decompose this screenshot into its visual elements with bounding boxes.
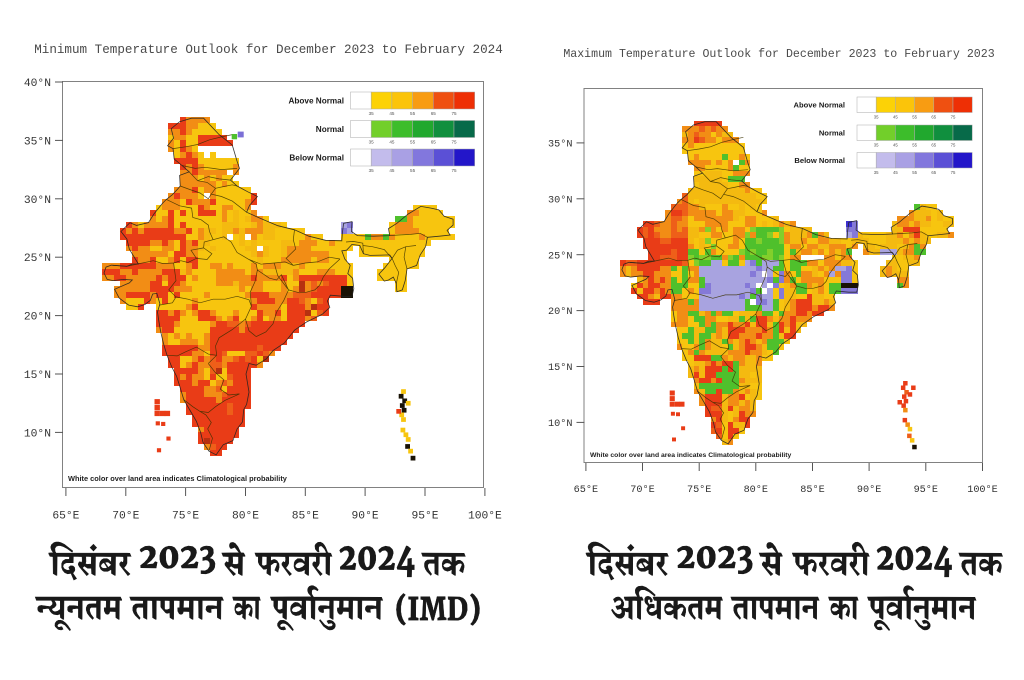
- svg-text:15°N: 15°N: [24, 370, 51, 382]
- svg-text:35: 35: [369, 168, 375, 173]
- svg-text:Above Normal: Above Normal: [288, 96, 344, 105]
- svg-text:65: 65: [431, 140, 437, 145]
- svg-text:35: 35: [874, 170, 879, 175]
- svg-text:95°E: 95°E: [411, 510, 438, 522]
- svg-text:25°N: 25°N: [548, 250, 572, 262]
- svg-text:75: 75: [951, 114, 956, 119]
- svg-text:55: 55: [410, 140, 416, 145]
- svg-text:25°N: 25°N: [24, 253, 51, 265]
- svg-text:20°N: 20°N: [548, 306, 572, 318]
- svg-text:35°N: 35°N: [548, 139, 572, 151]
- svg-text:70°E: 70°E: [112, 510, 139, 522]
- svg-text:10°N: 10°N: [548, 418, 572, 430]
- svg-text:65°E: 65°E: [52, 510, 79, 522]
- svg-text:20°N: 20°N: [24, 312, 51, 324]
- svg-text:65: 65: [431, 168, 437, 173]
- svg-text:70°E: 70°E: [630, 484, 654, 496]
- svg-text:65: 65: [931, 114, 936, 119]
- svg-text:35: 35: [369, 111, 375, 116]
- svg-text:Below Normal: Below Normal: [794, 156, 845, 165]
- svg-text:Above Normal: Above Normal: [794, 100, 845, 109]
- svg-text:75°E: 75°E: [172, 510, 199, 522]
- svg-text:55: 55: [912, 170, 917, 175]
- svg-text:Normal: Normal: [819, 128, 845, 137]
- svg-text:85°E: 85°E: [292, 510, 319, 522]
- svg-text:65: 65: [431, 111, 437, 116]
- svg-text:65: 65: [931, 142, 936, 147]
- svg-text:90°E: 90°E: [352, 510, 379, 522]
- svg-text:55: 55: [410, 111, 416, 116]
- svg-text:55: 55: [912, 114, 917, 119]
- svg-text:Maximum Temperature Outlook fo: Maximum Temperature Outlook for December…: [563, 48, 994, 61]
- svg-text:15°N: 15°N: [548, 362, 572, 374]
- svg-text:85°E: 85°E: [800, 484, 824, 496]
- svg-text:Normal: Normal: [316, 125, 344, 134]
- svg-text:40°N: 40°N: [24, 78, 51, 90]
- svg-text:100°E: 100°E: [967, 484, 998, 496]
- svg-text:75: 75: [451, 111, 457, 116]
- svg-text:100°E: 100°E: [468, 510, 502, 522]
- svg-text:White color over land area ind: White color over land area indicates Cli…: [68, 474, 288, 483]
- svg-text:55: 55: [410, 168, 416, 173]
- svg-text:30°N: 30°N: [548, 194, 572, 206]
- svg-text:Below Normal: Below Normal: [289, 153, 344, 162]
- svg-text:95°E: 95°E: [914, 484, 938, 496]
- svg-text:45: 45: [389, 168, 395, 173]
- svg-text:35: 35: [369, 140, 375, 145]
- svg-text:45: 45: [389, 140, 395, 145]
- svg-text:White color over land area ind: White color over land area indicates Cli…: [590, 452, 792, 459]
- svg-text:75: 75: [951, 170, 956, 175]
- svg-text:80°E: 80°E: [744, 484, 768, 496]
- svg-text:75: 75: [951, 142, 956, 147]
- svg-text:45: 45: [893, 170, 898, 175]
- svg-text:45: 45: [893, 114, 898, 119]
- svg-text:65°E: 65°E: [574, 484, 598, 496]
- svg-text:35: 35: [874, 114, 879, 119]
- svg-text:35: 35: [874, 142, 879, 147]
- svg-text:Minimum Temperature Outlook fo: Minimum Temperature Outlook for December…: [34, 43, 503, 57]
- svg-text:10°N: 10°N: [24, 428, 51, 440]
- svg-text:75: 75: [451, 168, 457, 173]
- svg-text:45: 45: [389, 111, 395, 116]
- svg-text:65: 65: [931, 170, 936, 175]
- svg-text:90°E: 90°E: [857, 484, 881, 496]
- svg-text:75: 75: [451, 140, 457, 145]
- svg-text:30°N: 30°N: [24, 195, 51, 207]
- svg-text:35°N: 35°N: [24, 136, 51, 148]
- svg-text:80°E: 80°E: [232, 510, 259, 522]
- svg-text:45: 45: [893, 142, 898, 147]
- svg-text:55: 55: [912, 142, 917, 147]
- svg-text:75°E: 75°E: [687, 484, 711, 496]
